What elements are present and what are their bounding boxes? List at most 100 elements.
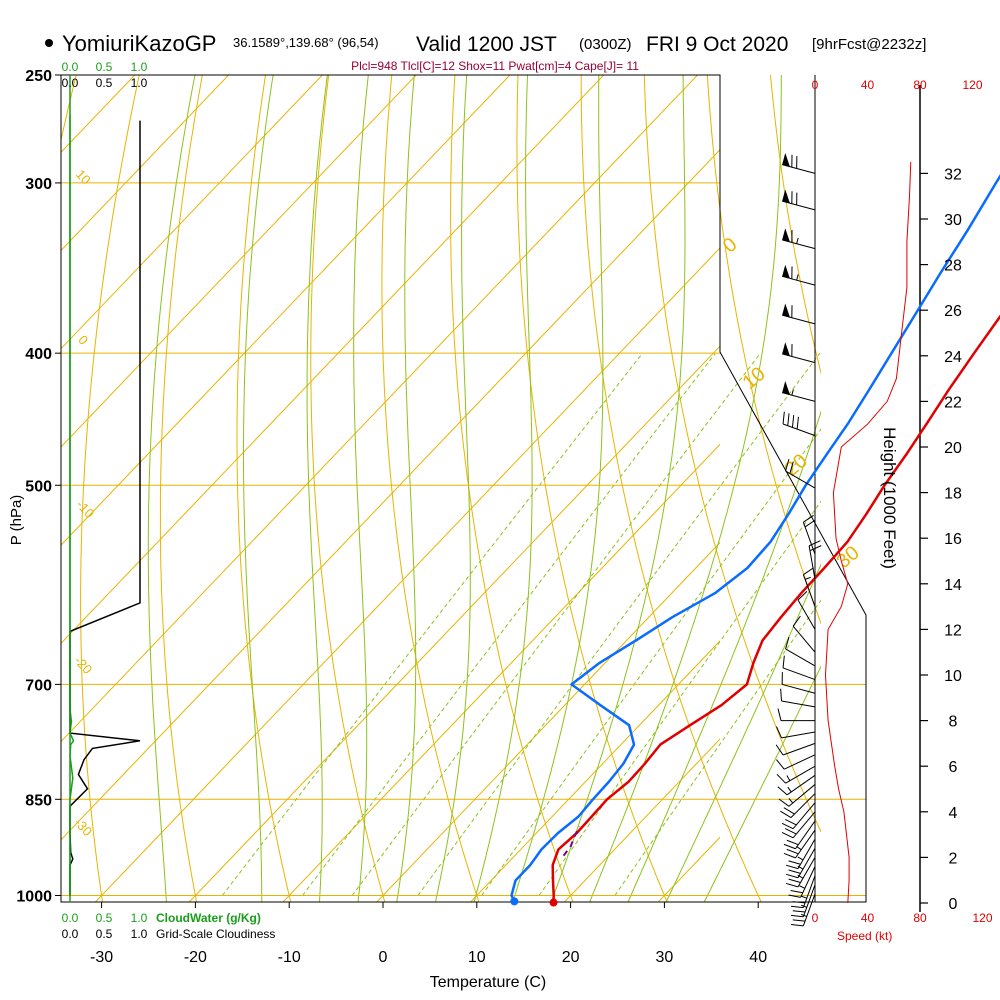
wind-barb-feather — [803, 567, 814, 576]
dry-adiabat-line — [706, 75, 821, 625]
height-tick-label: 6 — [949, 759, 958, 776]
dry-adiabat-label: 30 — [833, 542, 864, 573]
dewpoint-line — [510, 174, 1000, 902]
mixing-ratio-label: 3 — [344, 903, 352, 918]
wind-barb — [782, 228, 816, 250]
wind-barb — [782, 264, 816, 286]
isotherm-label: 0 — [75, 332, 91, 348]
wind-barb-staff — [782, 200, 816, 211]
wind-barb-feather — [791, 905, 804, 909]
moist-adiabat-line — [306, 75, 328, 902]
mixing-ratio-label: 8 — [474, 903, 482, 918]
cloudwater-tick-top: 1.0 — [131, 60, 148, 74]
wind-barb-feather — [780, 688, 783, 702]
speed-tick-bottom: 0 — [812, 911, 819, 925]
wind-barb-staff — [802, 875, 816, 908]
speed-tick-top: 80 — [913, 78, 927, 92]
mixing-ratio-line — [351, 352, 761, 896]
wind-barb-half-feather — [804, 576, 811, 580]
wind-barb-feather — [796, 416, 799, 430]
speed-tick-top: 120 — [962, 78, 982, 92]
wind-barb-feather — [782, 411, 785, 425]
speed-tick-bottom: 40 — [861, 911, 875, 925]
cloud-panel — [69, 75, 141, 902]
cloudiness-tick-bottom: 0.0 — [62, 927, 79, 941]
wind-barb-flag — [782, 264, 790, 279]
isotherm-line — [282, 443, 720, 902]
isotherm-line — [94, 247, 720, 902]
wind-barb — [802, 514, 816, 555]
isotherm-line — [61, 75, 417, 448]
wind-barb — [808, 540, 822, 580]
wind-barb — [780, 793, 816, 819]
wind-barb-staff — [800, 866, 816, 898]
wind-barb-feather — [804, 519, 816, 528]
dry-adiabat-line — [643, 75, 821, 833]
wind-barb — [782, 189, 816, 211]
wind-barb-staff — [795, 829, 816, 859]
wind-barb-staff — [792, 811, 816, 839]
wind-barb-staff — [802, 893, 816, 927]
speed-tick-bottom: 120 — [972, 911, 992, 925]
model-name: YomiuriKazoGP — [62, 31, 216, 56]
wind-barb — [785, 838, 816, 870]
temperature-surface-point — [549, 898, 558, 907]
wind-barb — [776, 754, 816, 770]
wind-barb-feather — [788, 869, 801, 874]
wind-barb-staff — [782, 683, 816, 694]
dry-adiabat-line — [80, 75, 140, 902]
wind-barb-staff — [783, 754, 816, 770]
wind-barb-staff — [785, 648, 816, 667]
wind-barb — [782, 153, 816, 174]
wind-barb-flag — [782, 189, 790, 204]
speed-tick-bottom: 80 — [913, 911, 927, 925]
wind-barb-feather — [785, 873, 799, 879]
isotherm-line — [188, 345, 720, 902]
wind-barb-feather — [781, 822, 794, 830]
dry-adiabat-line — [831, 51, 1000, 925]
mixing-ratio-line — [481, 428, 821, 896]
dry-adiabat-line — [956, 51, 1000, 925]
wind-barb-feather — [785, 828, 797, 835]
wind-barb-feather — [785, 636, 790, 650]
height-tick-label: 30 — [944, 212, 962, 229]
wind-barb — [776, 765, 816, 784]
x-tick-label: -20 — [184, 949, 207, 966]
wind-barb-flag — [782, 303, 790, 318]
x-tick-label: 40 — [749, 949, 767, 966]
wind-barb-feather — [775, 744, 784, 756]
wind-barb-staff — [782, 314, 816, 325]
height-tick-label: 28 — [944, 258, 962, 275]
cloud-axis-ticks: 0.0 0.0 0.0 0.0 0.5 0.5 0.5 0.5 1.0 1.0 1.0 1.0 — [62, 60, 148, 941]
wind-barb — [780, 688, 816, 708]
mixing-ratio-line — [417, 352, 821, 896]
cloudiness-label: Grid-Scale Cloudiness — [156, 927, 275, 941]
wind-barb-feather — [808, 540, 821, 547]
mixing-ratio-label: 12 — [531, 903, 546, 918]
wind-barb-feather — [797, 590, 808, 601]
wind-barb-staff — [790, 793, 816, 818]
wind-barb — [791, 875, 816, 909]
x-tick-label: 20 — [562, 949, 580, 966]
wind-barb-staff — [782, 423, 816, 437]
wind-barb — [788, 866, 816, 898]
dry-adiabat-lines — [61, 51, 1000, 925]
wind-barb-staff — [808, 545, 816, 580]
wind-barb-feather — [792, 901, 806, 904]
wind-barb-staff — [802, 574, 816, 607]
isotherm-line — [376, 541, 720, 902]
wind-barb-feather — [792, 919, 806, 922]
wind-barb-feather — [788, 860, 801, 865]
wind-barb-half-feather — [787, 786, 792, 793]
height-axis-label: Height (1000 Feet) — [880, 427, 899, 569]
wind-barb-staff — [797, 599, 816, 630]
y-axis-label: P (hPa) — [8, 495, 25, 546]
speed-label: Speed (kt) — [837, 929, 892, 943]
wind-barb — [776, 726, 816, 739]
wind-barb-flag — [782, 342, 790, 356]
dewpoint-surface-point — [510, 897, 519, 906]
x-tick-label: -30 — [90, 949, 113, 966]
pressure-tick-label: 400 — [25, 346, 52, 363]
moist-adiabat-line — [396, 75, 417, 902]
wind-barb — [782, 303, 816, 325]
